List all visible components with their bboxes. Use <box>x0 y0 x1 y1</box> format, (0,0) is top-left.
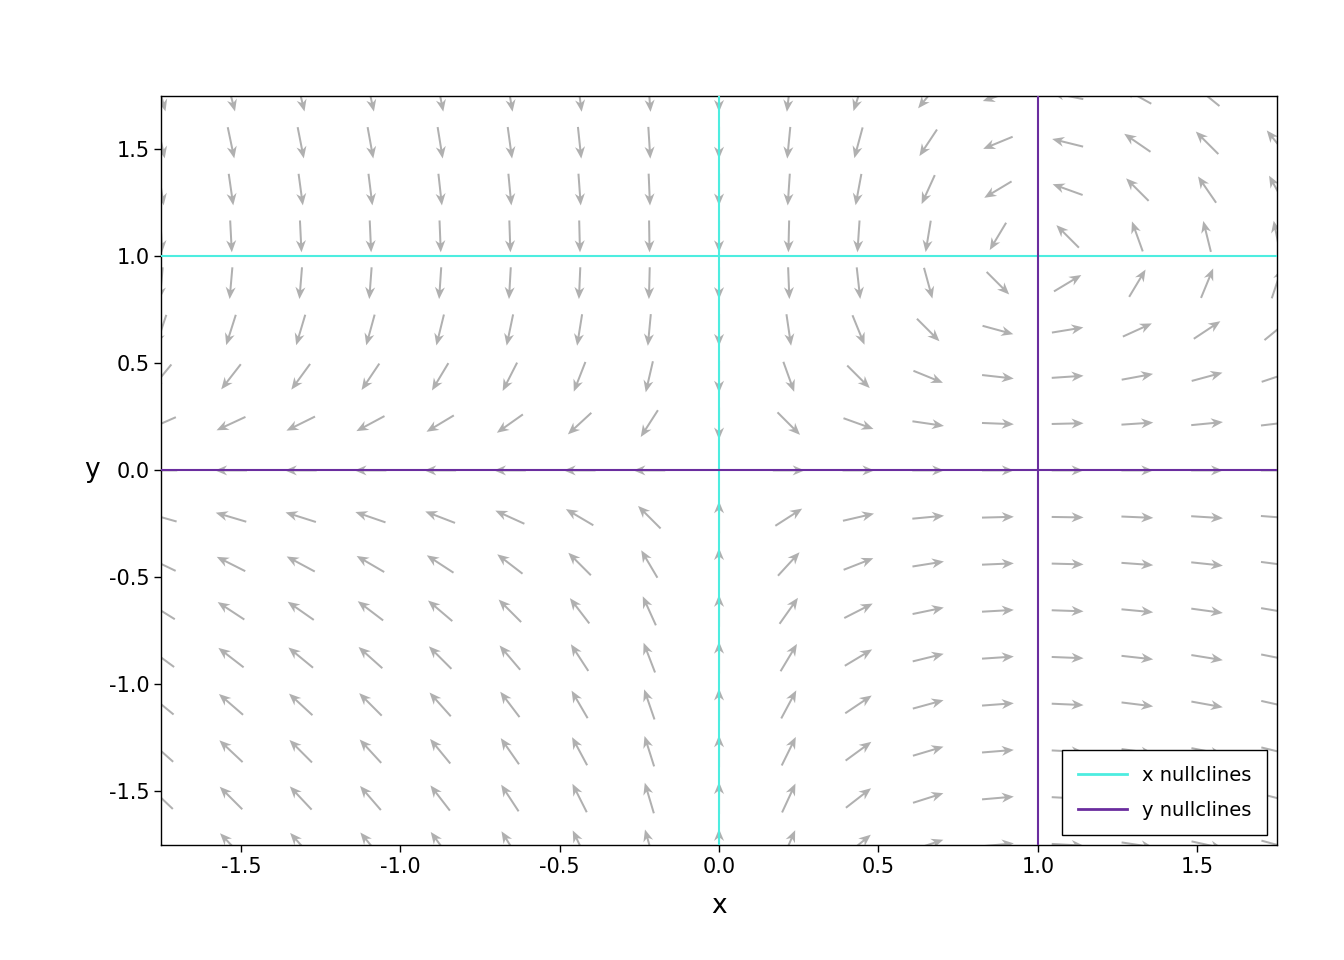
Y-axis label: y: y <box>85 457 99 484</box>
X-axis label: x: x <box>711 893 727 920</box>
Legend: x nullclines, y nullclines: x nullclines, y nullclines <box>1062 751 1267 835</box>
